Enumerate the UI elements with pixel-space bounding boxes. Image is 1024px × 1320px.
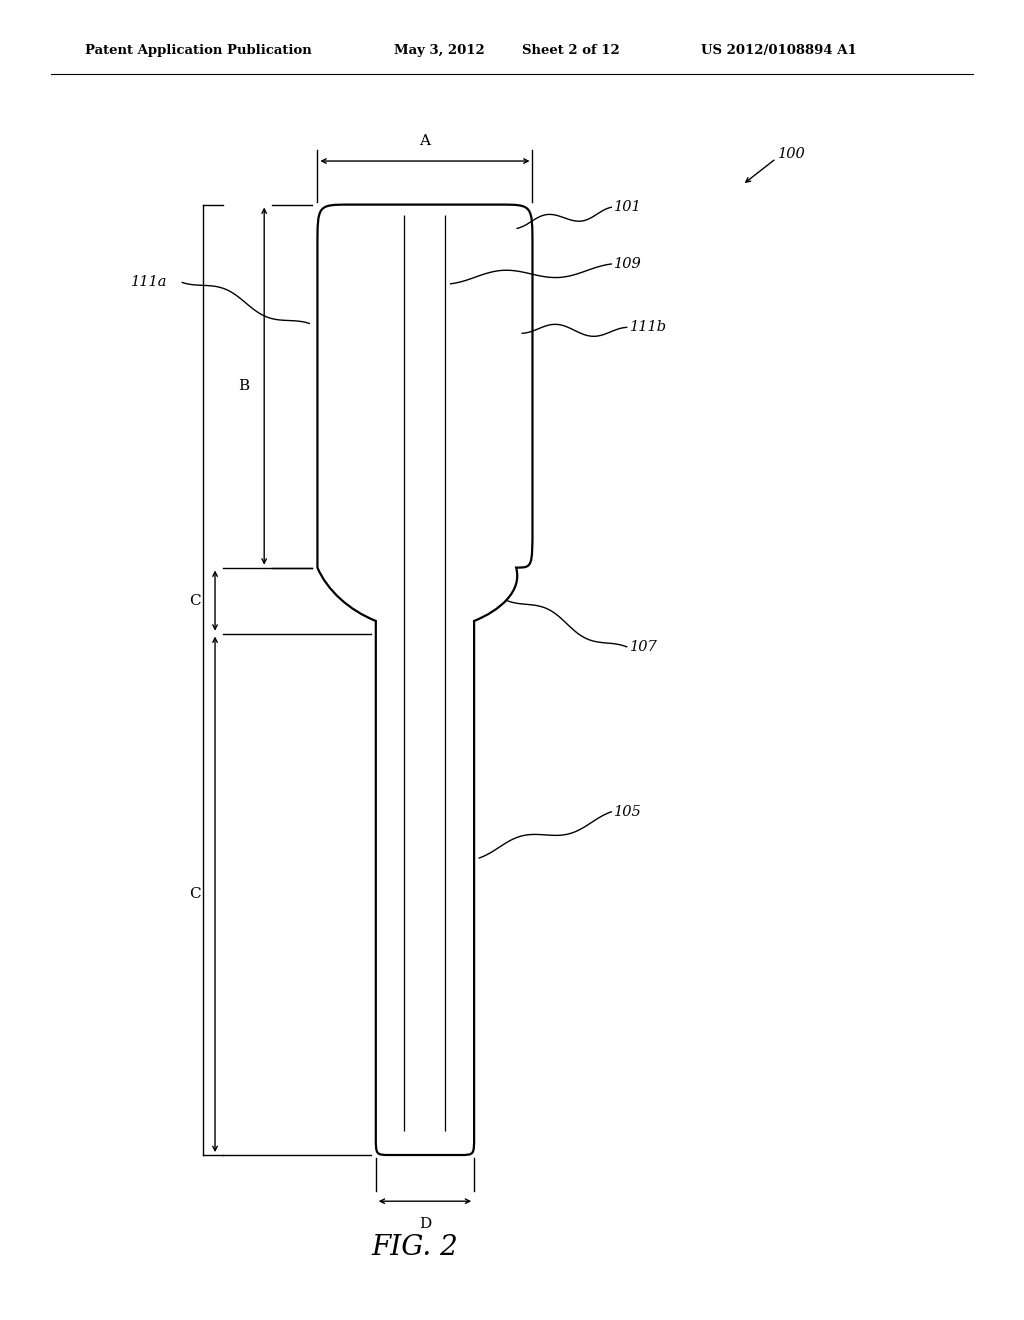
Text: 107: 107 — [630, 640, 657, 653]
Text: D: D — [419, 1217, 431, 1232]
Text: A: A — [420, 133, 430, 148]
Text: 100: 100 — [778, 148, 806, 161]
Text: 109: 109 — [614, 257, 642, 271]
PathPatch shape — [317, 205, 532, 1155]
Text: FIG. 2: FIG. 2 — [372, 1234, 458, 1261]
Text: 111a: 111a — [131, 276, 168, 289]
Text: C: C — [188, 594, 201, 607]
Text: US 2012/0108894 A1: US 2012/0108894 A1 — [701, 44, 857, 57]
Text: B: B — [239, 379, 249, 393]
Text: C: C — [188, 887, 201, 902]
Text: May 3, 2012: May 3, 2012 — [394, 44, 485, 57]
Text: 101: 101 — [614, 201, 642, 214]
Text: Sheet 2 of 12: Sheet 2 of 12 — [522, 44, 620, 57]
Text: Patent Application Publication: Patent Application Publication — [85, 44, 311, 57]
Text: 105: 105 — [614, 805, 642, 818]
Text: 111b: 111b — [630, 321, 667, 334]
